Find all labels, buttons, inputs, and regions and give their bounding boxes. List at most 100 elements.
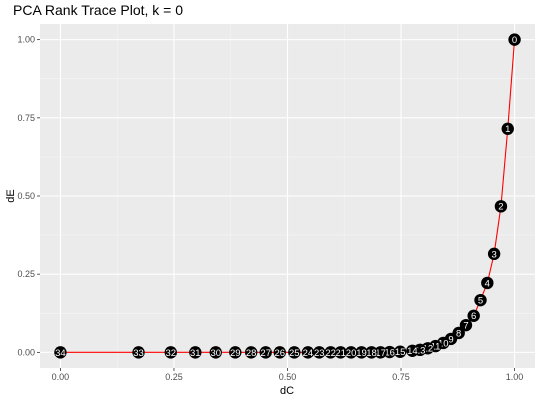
data-point: 6 (467, 309, 480, 322)
data-point-marker (383, 345, 396, 359)
data-point: 2 (494, 200, 508, 213)
x-tick-label: 1.00 (506, 372, 524, 382)
data-point-marker (288, 346, 301, 359)
data-point: 28 (244, 346, 258, 359)
data-point-marker (355, 346, 368, 359)
data-point-label: 0 (512, 35, 517, 46)
data-point: 19 (355, 346, 368, 359)
data-point-marker (301, 346, 315, 359)
data-point: 16 (383, 345, 396, 359)
data-point: 20 (344, 346, 358, 359)
data-point: 14 (406, 344, 419, 357)
data-point-label: 30 (210, 348, 221, 359)
x-tick-label: 0.75 (392, 372, 410, 382)
data-point-marker (334, 346, 347, 359)
data-point-marker (467, 309, 480, 322)
y-tick-label: 1.00 (17, 35, 35, 45)
data-point: 1 (501, 122, 514, 135)
data-point-label: 33 (133, 348, 144, 359)
data-point-marker (374, 346, 387, 359)
data-point-marker (501, 122, 514, 135)
data-point-label: 14 (407, 346, 418, 357)
data-point-marker (406, 344, 419, 357)
data-point-label: 32 (165, 348, 176, 359)
data-point: 21 (334, 346, 347, 359)
data-point: 34 (54, 346, 67, 359)
data-point-marker (132, 346, 145, 359)
data-point-label: 17 (375, 348, 386, 359)
data-point-marker (229, 346, 242, 359)
data-point-label: 13 (415, 345, 426, 356)
data-point-marker (259, 346, 272, 359)
data-point: 22 (324, 346, 337, 359)
data-point-label: 29 (230, 348, 241, 359)
data-point: 27 (259, 346, 272, 359)
data-point: 23 (313, 346, 326, 359)
y-tick-label: 0.25 (17, 269, 35, 279)
data-point: 5 (474, 293, 487, 307)
data-point: 31 (189, 346, 202, 359)
y-tick-label: 0.50 (17, 191, 35, 201)
data-point-label: 5 (478, 296, 483, 307)
y-tick-label: 0.75 (17, 113, 35, 123)
data-point-marker (324, 346, 337, 359)
data-point-label: 7 (463, 321, 468, 332)
data-point-label: 24 (303, 348, 314, 359)
data-point-label: 16 (384, 347, 395, 358)
data-point-marker (344, 346, 358, 359)
chart-title: PCA Rank Trace Plot, k = 0 (13, 2, 183, 18)
data-point-marker (244, 346, 258, 359)
data-point: 3 (487, 247, 501, 260)
data-point-label: 8 (456, 328, 461, 339)
data-point-marker (164, 346, 177, 359)
data-point-marker (459, 318, 473, 332)
data-point-label: 4 (485, 278, 490, 289)
data-point-marker (365, 346, 378, 359)
data-point-label: 25 (289, 348, 300, 359)
y-tick-label: 0.00 (17, 347, 35, 357)
data-point: 15 (393, 345, 407, 358)
data-point-label: 9 (448, 334, 453, 345)
data-point-marker (313, 346, 326, 359)
data-point-label: 10 (438, 338, 449, 349)
data-point: 32 (164, 346, 177, 359)
data-point-label: 11 (431, 342, 441, 353)
x-tick-label: 0.00 (52, 372, 70, 382)
x-tick-label: 0.50 (279, 372, 297, 382)
data-point-label: 19 (356, 348, 367, 359)
data-point-label: 2 (498, 202, 503, 213)
data-point-label: 6 (471, 311, 476, 322)
data-point-marker (189, 346, 202, 359)
data-point-label: 27 (260, 348, 271, 359)
data-point: 24 (301, 346, 315, 359)
data-points: 0123456789101112131415161718192021222324… (54, 33, 521, 359)
data-point-label: 3 (491, 249, 496, 260)
data-point-label: 1 (505, 124, 510, 135)
data-point-label: 28 (246, 348, 257, 359)
data-point-marker (508, 33, 521, 46)
x-tick-label: 0.25 (165, 372, 183, 382)
data-point-label: 21 (335, 348, 346, 359)
data-point-label: 26 (274, 348, 285, 359)
data-point: 25 (288, 346, 301, 359)
data-point: 33 (132, 346, 145, 359)
y-axis-ticks: 0.00 0.25 0.50 0.75 1.00 (17, 35, 40, 357)
x-axis-ticks: 0.00 0.25 0.50 0.75 1.00 (52, 368, 524, 382)
data-point-marker (54, 346, 67, 359)
data-point: 29 (229, 346, 242, 359)
data-point-label: 34 (55, 348, 66, 359)
data-point: 7 (459, 318, 473, 332)
data-point-label: 31 (190, 348, 201, 359)
data-point-label: 23 (314, 348, 325, 359)
data-point: 4 (481, 276, 494, 289)
data-point-label: 20 (346, 348, 357, 359)
data-point: 18 (365, 346, 378, 359)
data-point-marker (494, 200, 508, 213)
data-point-marker (209, 346, 222, 359)
data-point-label: 12 (423, 344, 434, 355)
data-point-marker (474, 293, 487, 307)
y-axis-label: dE (5, 189, 17, 202)
data-point-marker (273, 346, 286, 359)
data-point: 17 (374, 346, 387, 359)
